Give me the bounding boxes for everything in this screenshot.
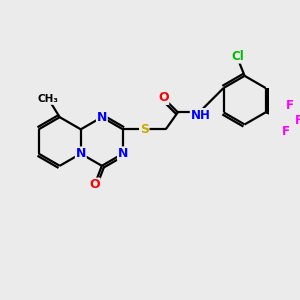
Text: F: F [286,98,294,112]
Text: F: F [282,125,290,138]
Text: O: O [89,178,100,191]
Text: CH₃: CH₃ [37,94,58,104]
Text: O: O [158,91,169,104]
Text: NH: NH [190,109,210,122]
Text: Cl: Cl [231,50,244,63]
Text: S: S [140,123,149,136]
Text: N: N [76,147,86,160]
Text: N: N [118,147,128,160]
Text: F: F [295,114,300,127]
Text: N: N [97,111,107,124]
